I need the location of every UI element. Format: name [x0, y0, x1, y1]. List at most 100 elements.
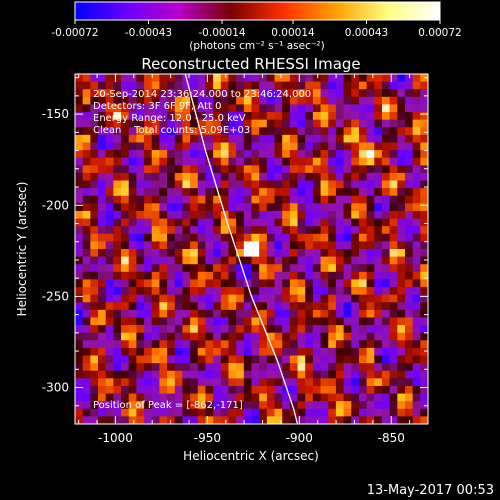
heatmap-cell	[144, 165, 153, 174]
heatmap-cell	[121, 119, 130, 128]
heatmap-cell	[251, 332, 260, 341]
heatmap-cell	[121, 112, 130, 121]
heatmap-cell	[82, 370, 91, 379]
heatmap-cell	[243, 203, 253, 212]
heatmap-cell	[144, 218, 153, 227]
heatmap-cell	[335, 355, 345, 364]
heatmap-cell	[167, 401, 176, 410]
heatmap-cell	[182, 89, 191, 98]
heatmap-cell	[236, 150, 245, 159]
heatmap-cell	[205, 287, 214, 296]
heatmap-cell	[205, 203, 214, 212]
heatmap-cell	[343, 104, 352, 113]
heatmap-cell	[205, 172, 214, 182]
heatmap-cell	[113, 241, 122, 250]
heatmap-cell	[98, 249, 107, 258]
heatmap-cell	[305, 203, 314, 212]
heatmap-cell	[404, 256, 414, 265]
heatmap-cell	[167, 96, 176, 106]
heatmap-cell	[205, 210, 214, 220]
heatmap-cell	[205, 142, 214, 151]
heatmap-cell	[420, 127, 428, 136]
heatmap-cell	[82, 119, 91, 128]
heatmap-cell	[335, 172, 345, 182]
heatmap-cell	[374, 408, 383, 417]
heatmap-cell	[159, 81, 168, 90]
heatmap-cell	[343, 195, 352, 204]
heatmap-cell	[75, 74, 84, 83]
heatmap-cell	[366, 317, 375, 326]
heatmap-cell	[358, 112, 368, 121]
heatmap-cell	[358, 385, 368, 395]
heatmap-cell	[136, 127, 145, 136]
heatmap-cell	[90, 96, 99, 106]
heatmap-cell	[351, 271, 360, 281]
heatmap-cell	[274, 188, 283, 197]
heatmap-cell	[297, 287, 306, 296]
heatmap-cell	[144, 271, 153, 281]
heatmap-cell	[190, 401, 199, 410]
heatmap-cell	[335, 408, 345, 417]
heatmap-cell	[312, 256, 322, 265]
heatmap-cell	[251, 188, 260, 197]
heatmap-cell	[259, 378, 268, 387]
heatmap-cell	[113, 233, 122, 242]
heatmap-cell	[213, 279, 222, 288]
heatmap-cell	[282, 416, 291, 424]
heatmap-cell	[182, 317, 191, 326]
heatmap-cell	[259, 249, 268, 258]
heatmap-cell	[159, 188, 168, 197]
heatmap-cell	[228, 309, 237, 319]
heatmap-cell	[328, 203, 337, 212]
heatmap-cell	[259, 393, 268, 402]
heatmap-cell	[236, 416, 245, 424]
heatmap-cell	[358, 180, 368, 189]
heatmap-cell	[236, 249, 245, 258]
heatmap-cell	[328, 325, 337, 334]
heatmap-cell	[266, 355, 276, 364]
heatmap-cell	[213, 332, 222, 341]
heatmap-cell	[274, 393, 283, 402]
heatmap-cell	[159, 157, 168, 166]
heatmap-cell	[397, 119, 406, 128]
heatmap-cell	[289, 157, 299, 166]
heatmap-cell	[121, 287, 130, 296]
heatmap-cell	[374, 81, 383, 90]
heatmap-cell	[105, 218, 114, 227]
heatmap-cell	[397, 347, 406, 357]
heatmap-cell	[404, 408, 414, 417]
heatmap-cell	[167, 340, 176, 349]
heatmap-cell	[90, 309, 99, 319]
heatmap-cell	[167, 165, 176, 174]
heatmap-cell	[190, 150, 199, 159]
heatmap-cell	[144, 104, 153, 113]
heatmap-cell	[82, 81, 91, 90]
heatmap-cell	[381, 112, 391, 121]
heatmap-cell	[98, 195, 107, 204]
heatmap-cell	[335, 104, 345, 113]
heatmap-cell	[136, 401, 145, 410]
heatmap-cell	[105, 127, 114, 136]
heatmap-cell	[289, 112, 299, 121]
heatmap-cell	[305, 393, 314, 402]
heatmap-cell	[289, 233, 299, 242]
heatmap-cell	[297, 104, 306, 113]
heatmap-cell	[312, 340, 322, 349]
heatmap-cell	[182, 385, 191, 395]
heatmap-cell	[420, 188, 428, 197]
heatmap-cell	[136, 355, 145, 364]
heatmap-cell	[75, 279, 84, 288]
heatmap-cell	[351, 363, 360, 372]
heatmap-cell	[289, 347, 299, 357]
heatmap-cell	[190, 416, 199, 424]
heatmap-cell	[412, 294, 421, 303]
heatmap-cell	[305, 287, 314, 296]
heatmap-cell	[312, 188, 322, 197]
heatmap-cell	[320, 180, 329, 189]
heatmap-cell	[205, 385, 214, 395]
heatmap-cell	[190, 96, 199, 106]
heatmap-cell	[312, 81, 322, 90]
heatmap-cell	[151, 157, 161, 166]
heatmap-cell	[366, 241, 375, 250]
